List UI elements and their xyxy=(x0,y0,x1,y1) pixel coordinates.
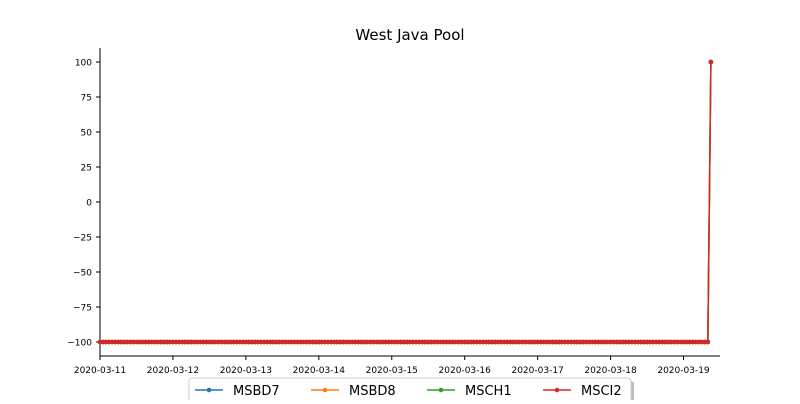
series-line xyxy=(100,61,712,343)
y-tick-label: 0 xyxy=(86,199,92,209)
x-tick-label: 2020-03-15 xyxy=(366,366,418,376)
x-tick-label: 2020-03-12 xyxy=(147,366,199,376)
axes: 100 75 50 25 0 −25 −50 −75 −100 2020-03-11 2020-03… xyxy=(67,48,720,376)
legend-item-msbd7: MSBD7 xyxy=(195,384,280,399)
legend-item-msci2: MSCI2 xyxy=(543,384,622,399)
y-tick-label: 75 xyxy=(81,94,92,104)
chart-title: West Java Pool xyxy=(355,26,464,44)
legend-swatch-marker xyxy=(554,387,560,393)
x-tick-label: 2020-03-13 xyxy=(220,366,272,376)
x-tick-label: 2020-03-19 xyxy=(657,366,710,376)
x-tick-label: 2020-03-18 xyxy=(584,366,637,376)
data-point xyxy=(705,339,711,345)
legend-label: MSCH1 xyxy=(465,384,512,399)
y-tick-label: −100 xyxy=(67,339,92,349)
legend-swatch-marker xyxy=(206,387,212,393)
legend-swatch-marker xyxy=(322,387,328,393)
legend: MSBD7 MSBD8 MSCH1 MSCI2 xyxy=(188,377,634,404)
y-tick-label: −75 xyxy=(73,304,92,314)
x-tick-label: 2020-03-14 xyxy=(293,366,346,376)
x-tick-label: 2020-03-17 xyxy=(511,366,563,376)
y-tick-label: 100 xyxy=(75,59,92,69)
data-point xyxy=(708,59,714,65)
series-msch1 xyxy=(97,59,714,345)
x-tick-label: 2020-03-11 xyxy=(74,366,126,376)
legend-box xyxy=(188,377,632,404)
x-tick-label: 2020-03-16 xyxy=(439,366,492,376)
legend-label: MSBD8 xyxy=(349,384,396,399)
series-msbd8 xyxy=(97,59,714,345)
y-tick-label: 50 xyxy=(81,129,93,139)
legend-label: MSBD7 xyxy=(233,384,280,399)
series-line xyxy=(100,61,712,343)
legend-item-msbd8: MSBD8 xyxy=(311,384,396,399)
legend-swatch-marker xyxy=(438,387,444,393)
series-msbd7 xyxy=(97,59,714,345)
legend-label: MSCI2 xyxy=(581,384,622,399)
y-tick-label: −50 xyxy=(73,269,92,279)
y-tick-label: 25 xyxy=(81,164,92,174)
series-line xyxy=(100,61,712,343)
series-msci2 xyxy=(97,59,714,345)
series-line xyxy=(100,61,712,343)
y-tick-label: −25 xyxy=(73,234,92,244)
series-group xyxy=(97,59,714,345)
legend-item-msch1: MSCH1 xyxy=(427,384,512,399)
